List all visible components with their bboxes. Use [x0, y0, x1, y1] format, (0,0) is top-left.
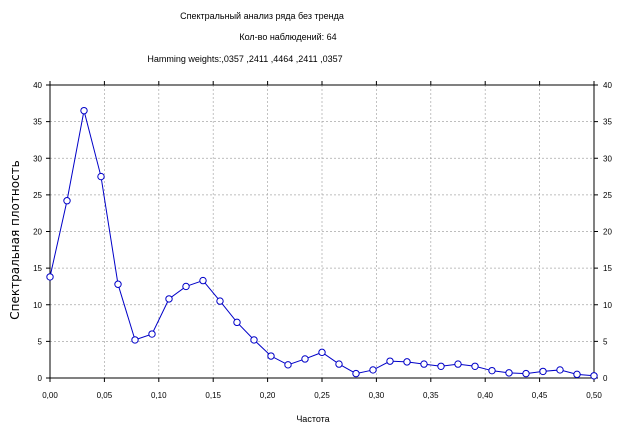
data-point	[267, 352, 275, 360]
y-tick-label-right: 25	[603, 191, 612, 200]
x-tick-label: 0,25	[314, 391, 330, 400]
data-point	[131, 336, 139, 344]
data-point	[250, 336, 258, 344]
data-series	[46, 106, 598, 380]
data-point	[165, 295, 173, 303]
data-point	[539, 367, 547, 376]
data-point	[335, 360, 343, 368]
chart-title: Спектральный анализ ряда без тренда	[180, 11, 344, 21]
axis-ticks: 0,00 0,05 0,10 0,15 0,20 0,25 0,30 0,35 0,40 0,45…	[33, 81, 612, 400]
y-tick-label-right: 0	[603, 374, 608, 383]
x-tick-label: 0,40	[477, 391, 493, 400]
y-tick-label-right: 10	[603, 301, 612, 310]
data-point	[114, 280, 122, 288]
y-tick-label-left: 15	[33, 264, 42, 273]
data-point	[46, 273, 54, 281]
x-axis-label: Частота	[296, 414, 329, 424]
x-tick-label: 0,30	[369, 391, 385, 400]
data-point	[148, 330, 156, 338]
y-tick-label-left: 20	[33, 228, 42, 237]
x-tick-label: 0,45	[532, 391, 548, 400]
y-tick-label-left: 40	[33, 81, 42, 90]
y-tick-label-left: 25	[33, 191, 42, 200]
y-tick-label-left: 0	[38, 374, 43, 383]
y-tick-label-left: 10	[33, 301, 42, 310]
data-point	[420, 360, 428, 368]
data-point	[556, 366, 564, 374]
y-tick-label-left: 35	[33, 118, 42, 127]
data-point	[63, 197, 71, 205]
data-point	[199, 276, 207, 285]
data-point	[573, 370, 581, 379]
data-point	[505, 369, 513, 377]
x-tick-label: 0,10	[151, 391, 167, 400]
chart-subtitle-weights: Hamming weights:,0357 ,2411 ,4464 ,2411 …	[147, 54, 342, 64]
x-tick-label: 0,00	[42, 391, 58, 400]
data-point	[454, 360, 462, 368]
data-point	[284, 361, 292, 369]
x-tick-label: 0,35	[423, 391, 439, 400]
x-tick-label: 0,50	[586, 391, 602, 400]
x-tick-label: 0,20	[260, 391, 276, 400]
data-point	[97, 172, 105, 181]
data-point	[437, 362, 445, 370]
y-tick-label-right: 40	[603, 81, 612, 90]
data-point	[80, 106, 88, 115]
data-point	[369, 366, 377, 374]
data-point	[488, 366, 496, 375]
y-tick-label-left: 30	[33, 154, 42, 163]
x-tick-label: 0,15	[205, 391, 221, 400]
data-point	[233, 318, 241, 327]
data-point	[301, 355, 309, 363]
x-tick-label: 0,05	[97, 391, 113, 400]
chart-subtitle: Кол-во наблюдений: 64	[239, 32, 336, 42]
data-point	[216, 297, 224, 305]
y-tick-label-right: 15	[603, 264, 612, 273]
data-point	[318, 348, 326, 357]
data-point	[386, 357, 394, 365]
data-point	[522, 369, 530, 378]
y-tick-label-left: 5	[38, 337, 43, 346]
y-tick-label-right: 5	[603, 337, 608, 346]
data-point	[471, 362, 479, 370]
y-tick-label-right: 35	[603, 118, 612, 127]
data-point	[352, 369, 360, 378]
data-point	[590, 372, 598, 380]
data-point	[403, 358, 411, 366]
grid	[50, 85, 594, 378]
y-tick-label-right: 30	[603, 154, 612, 163]
data-point	[182, 282, 190, 291]
y-tick-label-right: 20	[603, 228, 612, 237]
y-axis-label: Спектральная плотность	[8, 160, 22, 320]
